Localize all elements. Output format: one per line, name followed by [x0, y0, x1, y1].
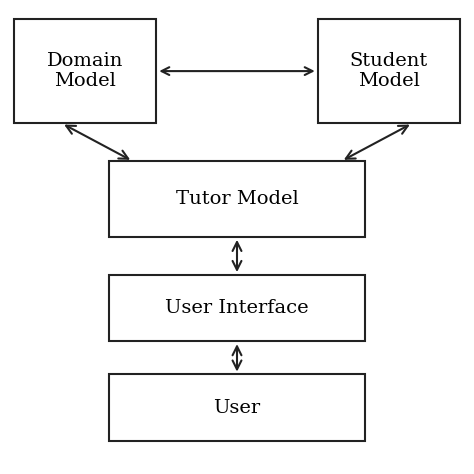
Bar	[109, 161, 365, 237]
Text: User Interface: User Interface	[165, 299, 309, 317]
Bar	[14, 19, 156, 123]
Text: Tutor Model: Tutor Model	[176, 190, 298, 208]
Bar	[109, 275, 365, 341]
Bar	[318, 19, 460, 123]
Text: User: User	[213, 399, 261, 417]
Text: Domain
Model: Domain Model	[47, 52, 124, 91]
Bar	[109, 374, 365, 441]
Text: Student
Model: Student Model	[349, 52, 428, 91]
